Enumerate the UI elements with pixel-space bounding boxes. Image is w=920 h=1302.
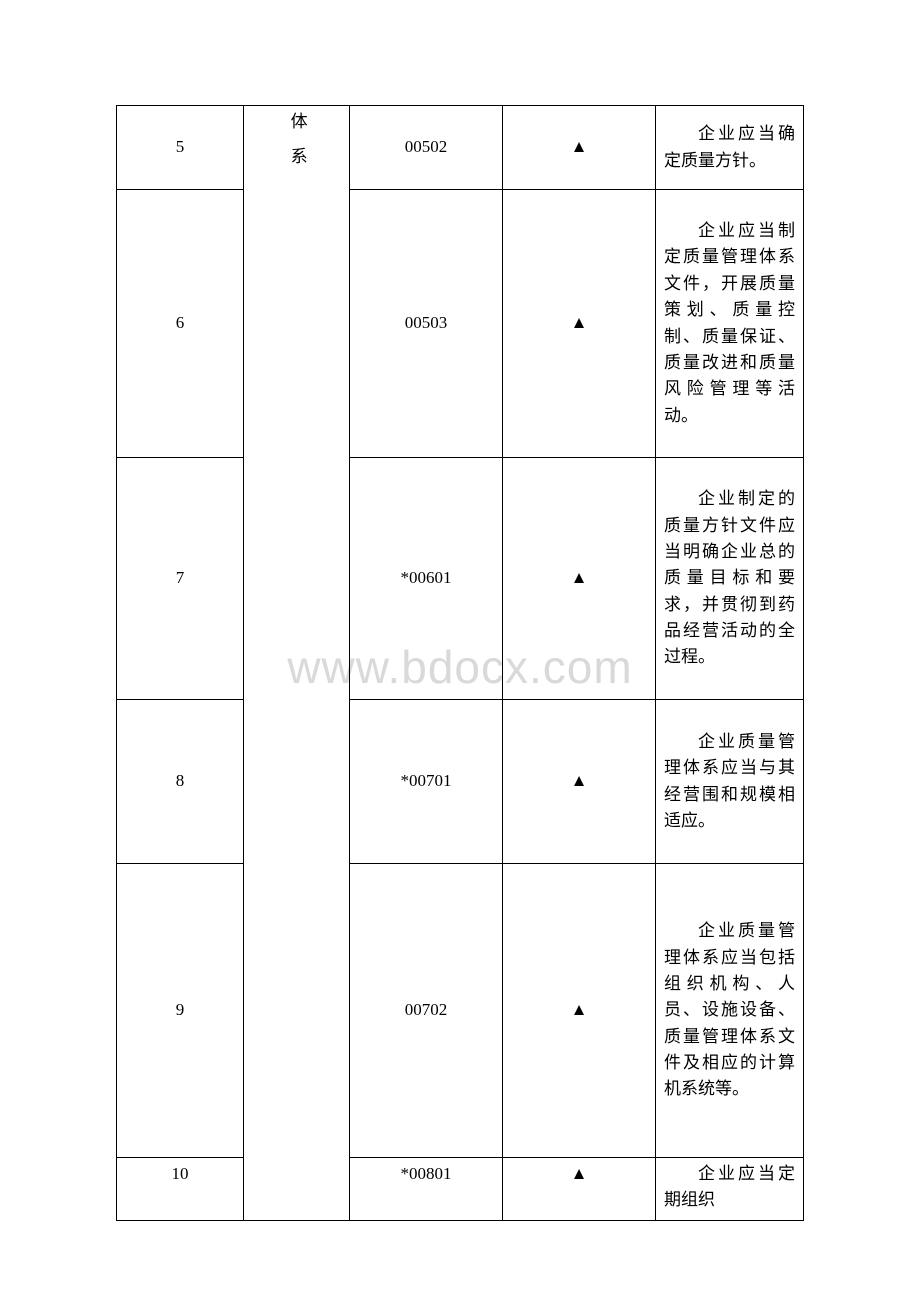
regulation-table: 5 体系 00502 ▲ 企业应当确定质量方针。 6 00503 ▲ 企业应当制… xyxy=(116,105,804,1221)
description-cell: 企业应当制定质量管理体系文件，开展质量策划、质量控制、质量保证、质量改进和质量风… xyxy=(656,190,804,458)
description-text: 企业应当确定质量方针。 xyxy=(664,121,795,174)
table-row: 10 *00801 ▲ 企业应当定期组织 xyxy=(117,1158,804,1221)
description-text: 企业应当制定质量管理体系文件，开展质量策划、质量控制、质量保证、质量改进和质量风… xyxy=(664,218,795,429)
description-cell: 企业质量管理体系应当包括组织机构、人员、设施设备、质量管理体系文件及相应的计算机… xyxy=(656,864,804,1158)
code-cell: *00601 xyxy=(350,458,503,700)
table-row: 7 *00601 ▲ 企业制定的质量方针文件应当明确企业总的质量目标和要求，并贯… xyxy=(117,458,804,700)
row-number-cell: 10 xyxy=(117,1158,244,1221)
marker-cell: ▲ xyxy=(503,458,656,700)
table-row: 5 体系 00502 ▲ 企业应当确定质量方针。 xyxy=(117,106,804,190)
table-row: 9 00702 ▲ 企业质量管理体系应当包括组织机构、人员、设施设备、质量管理体… xyxy=(117,864,804,1158)
description-cell: 企业应当定期组织 xyxy=(656,1158,804,1221)
table-row: 8 *00701 ▲ 企业质量管理体系应当与其经营围和规模相适应。 xyxy=(117,700,804,864)
category-label: 体系 xyxy=(283,112,309,182)
row-number-cell: 6 xyxy=(117,190,244,458)
triangle-icon: ▲ xyxy=(571,568,588,587)
description-cell: 企业质量管理体系应当与其经营围和规模相适应。 xyxy=(656,700,804,864)
code-cell: *00701 xyxy=(350,700,503,864)
description-text: 企业质量管理体系应当与其经营围和规模相适应。 xyxy=(664,729,795,834)
triangle-icon: ▲ xyxy=(571,1164,588,1183)
triangle-icon: ▲ xyxy=(571,313,588,332)
marker-cell: ▲ xyxy=(503,106,656,190)
marker-cell: ▲ xyxy=(503,1158,656,1221)
description-text: 企业制定的质量方针文件应当明确企业总的质量目标和要求，并贯彻到药品经营活动的全过… xyxy=(664,486,795,670)
description-text: 企业应当定期组织 xyxy=(664,1161,795,1214)
marker-cell: ▲ xyxy=(503,190,656,458)
triangle-icon: ▲ xyxy=(571,1000,588,1019)
description-text: 企业质量管理体系应当包括组织机构、人员、设施设备、质量管理体系文件及相应的计算机… xyxy=(664,918,795,1102)
row-number-cell: 7 xyxy=(117,458,244,700)
row-number-cell: 9 xyxy=(117,864,244,1158)
row-number-cell: 8 xyxy=(117,700,244,864)
code-cell: 00502 xyxy=(350,106,503,190)
triangle-icon: ▲ xyxy=(571,137,588,156)
description-cell: 企业应当确定质量方针。 xyxy=(656,106,804,190)
category-cell: 体系 xyxy=(244,106,350,1221)
code-cell: 00503 xyxy=(350,190,503,458)
triangle-icon: ▲ xyxy=(571,771,588,790)
marker-cell: ▲ xyxy=(503,864,656,1158)
code-cell: *00801 xyxy=(350,1158,503,1221)
description-cell: 企业制定的质量方针文件应当明确企业总的质量目标和要求，并贯彻到药品经营活动的全过… xyxy=(656,458,804,700)
table-row: 6 00503 ▲ 企业应当制定质量管理体系文件，开展质量策划、质量控制、质量保… xyxy=(117,190,804,458)
code-cell: 00702 xyxy=(350,864,503,1158)
regulation-table-container: 5 体系 00502 ▲ 企业应当确定质量方针。 6 00503 ▲ 企业应当制… xyxy=(116,105,803,1221)
marker-cell: ▲ xyxy=(503,700,656,864)
row-number-cell: 5 xyxy=(117,106,244,190)
